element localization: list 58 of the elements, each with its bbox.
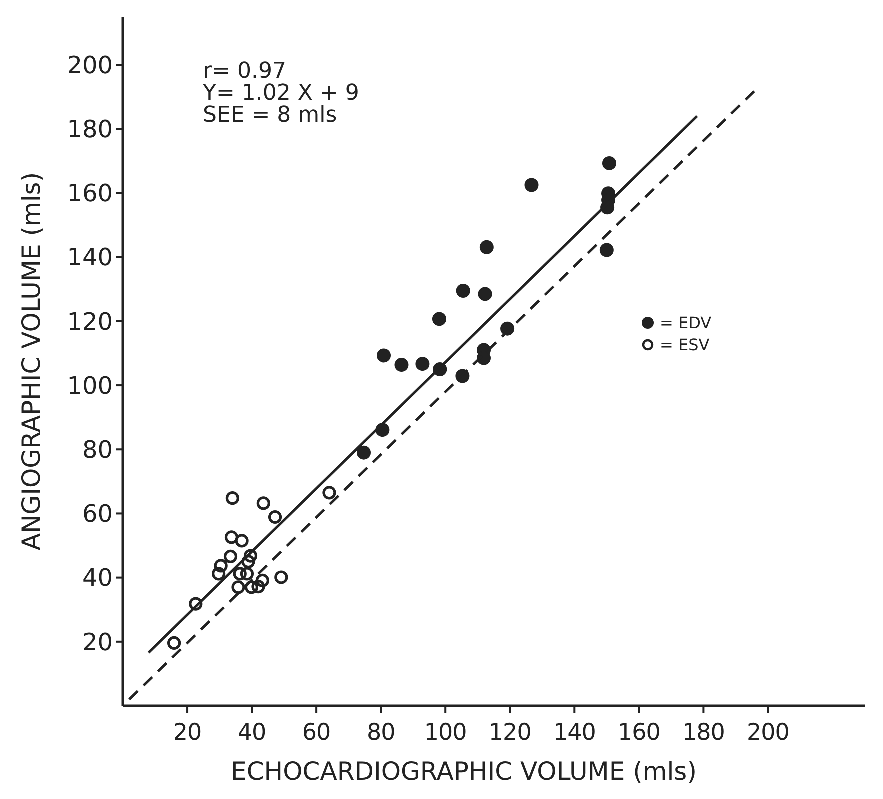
x-tick-label: 160: [618, 720, 660, 746]
point: [167, 636, 182, 650]
point: [416, 357, 430, 372]
x-tick-label: 60: [302, 720, 331, 746]
legend-label: = EDV: [660, 314, 712, 333]
point: [322, 486, 336, 500]
point: [394, 358, 409, 372]
x-tick-label: 200: [747, 720, 790, 746]
annotation: SEE = 8 mls: [203, 103, 338, 128]
point: [268, 510, 282, 524]
point: [189, 597, 203, 611]
point: [274, 570, 288, 584]
point: [235, 534, 249, 548]
point: [600, 243, 614, 258]
point: [224, 550, 238, 564]
y-tick-label: 100: [67, 372, 113, 400]
point: [456, 284, 470, 298]
point: [232, 580, 246, 594]
x-tick-label: 180: [682, 720, 725, 746]
point: [256, 574, 270, 588]
y-tick-label: 140: [67, 244, 113, 272]
y-tick-label: 160: [67, 180, 113, 208]
legend-label: = ESV: [660, 336, 710, 355]
point: [602, 156, 616, 170]
y-tick-label: 60: [82, 500, 113, 528]
x-tick-label: 80: [366, 720, 396, 746]
point: [244, 549, 258, 563]
point: [432, 312, 446, 326]
x-tick-label: 120: [488, 720, 532, 746]
point: [356, 446, 371, 460]
x-tick-label: 100: [424, 720, 467, 746]
point: [226, 492, 240, 506]
point: [256, 496, 270, 510]
annotation: Y= 1.02 X + 9: [202, 81, 360, 106]
y-tick-label: 20: [82, 628, 113, 656]
x-tick-label: 40: [238, 720, 266, 746]
point: [233, 567, 247, 581]
y-tick-label: 120: [67, 308, 113, 336]
point: [252, 580, 266, 594]
x-tick-label: 20: [173, 720, 202, 746]
x-axis-title: ECHOCARDIOGRAPHIC VOLUME (mls): [231, 757, 697, 786]
y-tick-label: 200: [67, 51, 113, 80]
y-tick-label: 180: [67, 116, 113, 144]
point: [376, 348, 391, 363]
point: [478, 287, 492, 302]
point: [214, 559, 228, 573]
y-axis-title: ANGIOGRAPHIC VOLUME (mls): [17, 172, 46, 551]
point: [224, 530, 239, 544]
point: [524, 178, 539, 192]
point: [244, 580, 259, 594]
point: [240, 567, 254, 581]
point: [242, 554, 256, 569]
y-tick-label: 80: [82, 436, 113, 464]
x-tick-label: 140: [553, 720, 596, 746]
y-tick-label: 40: [82, 564, 113, 592]
point: [212, 567, 226, 581]
point: [480, 240, 494, 254]
annotation: r= 0.97: [203, 59, 286, 84]
